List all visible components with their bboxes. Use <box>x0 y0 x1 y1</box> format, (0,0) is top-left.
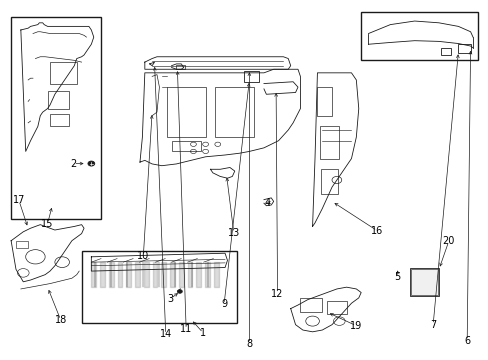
Bar <box>166 87 205 137</box>
Bar <box>11 18 101 219</box>
Text: 18: 18 <box>55 315 67 325</box>
Text: 4: 4 <box>264 198 270 208</box>
Text: 14: 14 <box>159 329 171 339</box>
Bar <box>409 267 438 296</box>
Text: 17: 17 <box>13 195 25 205</box>
Bar <box>317 87 331 116</box>
Bar <box>16 241 28 248</box>
Text: 10: 10 <box>137 251 149 261</box>
Bar <box>300 298 322 312</box>
Text: 13: 13 <box>227 228 240 238</box>
Text: 11: 11 <box>180 324 192 334</box>
Text: 7: 7 <box>429 320 435 330</box>
Bar <box>244 71 259 82</box>
Text: 15: 15 <box>41 219 54 229</box>
Bar <box>410 269 437 295</box>
Bar <box>361 12 477 60</box>
Text: 5: 5 <box>394 272 400 282</box>
Text: 6: 6 <box>463 336 469 346</box>
Text: 12: 12 <box>271 289 283 298</box>
Bar <box>441 48 450 55</box>
Text: 3: 3 <box>167 294 173 303</box>
Bar <box>319 126 339 158</box>
Bar <box>458 44 469 53</box>
Bar <box>215 87 254 137</box>
Text: 19: 19 <box>349 321 362 331</box>
Text: 9: 9 <box>221 299 227 309</box>
Circle shape <box>88 161 95 166</box>
Bar <box>50 62 77 84</box>
Bar <box>171 141 201 152</box>
Bar <box>50 114 69 126</box>
Text: 16: 16 <box>370 226 383 236</box>
Text: 8: 8 <box>246 339 252 348</box>
Text: 20: 20 <box>442 237 454 247</box>
Bar <box>81 251 237 323</box>
Circle shape <box>177 290 182 293</box>
Text: 1: 1 <box>200 328 206 338</box>
Bar <box>176 65 185 68</box>
Bar <box>326 301 346 314</box>
Bar <box>321 169 338 194</box>
Text: 2: 2 <box>70 158 76 168</box>
Bar <box>47 91 69 109</box>
